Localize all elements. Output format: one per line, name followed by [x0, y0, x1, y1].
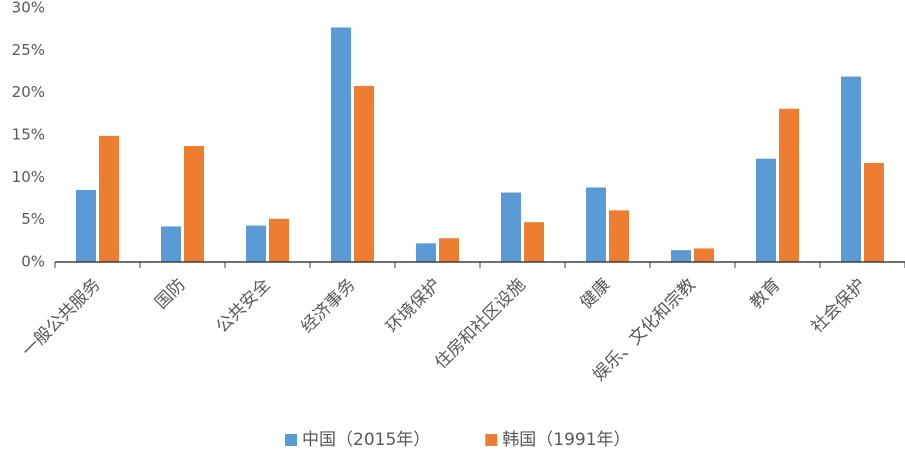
x-tick-label: 住房和社区设施 — [431, 275, 529, 373]
bar — [756, 158, 776, 262]
bar — [354, 85, 374, 262]
legend-swatch — [485, 434, 498, 446]
bar — [524, 222, 544, 262]
legend-label: 中国（2015年） — [302, 430, 430, 450]
bar — [331, 27, 351, 263]
y-tick-label: 20% — [12, 83, 45, 101]
bar — [841, 76, 861, 262]
legend-swatch — [285, 434, 297, 446]
bar — [609, 210, 629, 262]
x-tick-label: 教育 — [746, 275, 784, 313]
bar — [416, 243, 436, 262]
bar — [779, 108, 799, 263]
bar — [586, 187, 606, 262]
bar — [246, 225, 266, 262]
x-tick-label: 公共安全 — [212, 275, 274, 337]
bar — [76, 190, 96, 262]
y-tick-label: 15% — [12, 126, 45, 144]
legend-label: 韩国（1991年） — [502, 430, 630, 450]
x-tick-label: 经济事务 — [297, 275, 359, 337]
y-tick-label: 25% — [12, 41, 45, 59]
y-tick-label: 10% — [12, 168, 45, 186]
bar — [671, 250, 691, 262]
legend: 中国（2015年） 韩国（1991年） — [285, 430, 631, 450]
bar — [864, 162, 884, 262]
y-tick-label: 5% — [21, 210, 45, 228]
bar — [501, 192, 521, 262]
bar — [439, 238, 459, 262]
x-tick-label: 社会保护 — [807, 275, 869, 337]
x-tick-label: 国防 — [151, 275, 189, 313]
bar — [161, 226, 181, 262]
x-tick-label: 环境保护 — [382, 275, 444, 337]
bar — [99, 135, 119, 262]
x-tick-label: 一般公共服务 — [18, 275, 104, 361]
bar — [184, 146, 204, 262]
bar — [694, 248, 714, 262]
y-tick-label: 30% — [12, 0, 45, 17]
bar — [269, 218, 289, 262]
x-tick-label: 健康 — [576, 275, 614, 313]
y-tick-label: 0% — [21, 253, 45, 271]
